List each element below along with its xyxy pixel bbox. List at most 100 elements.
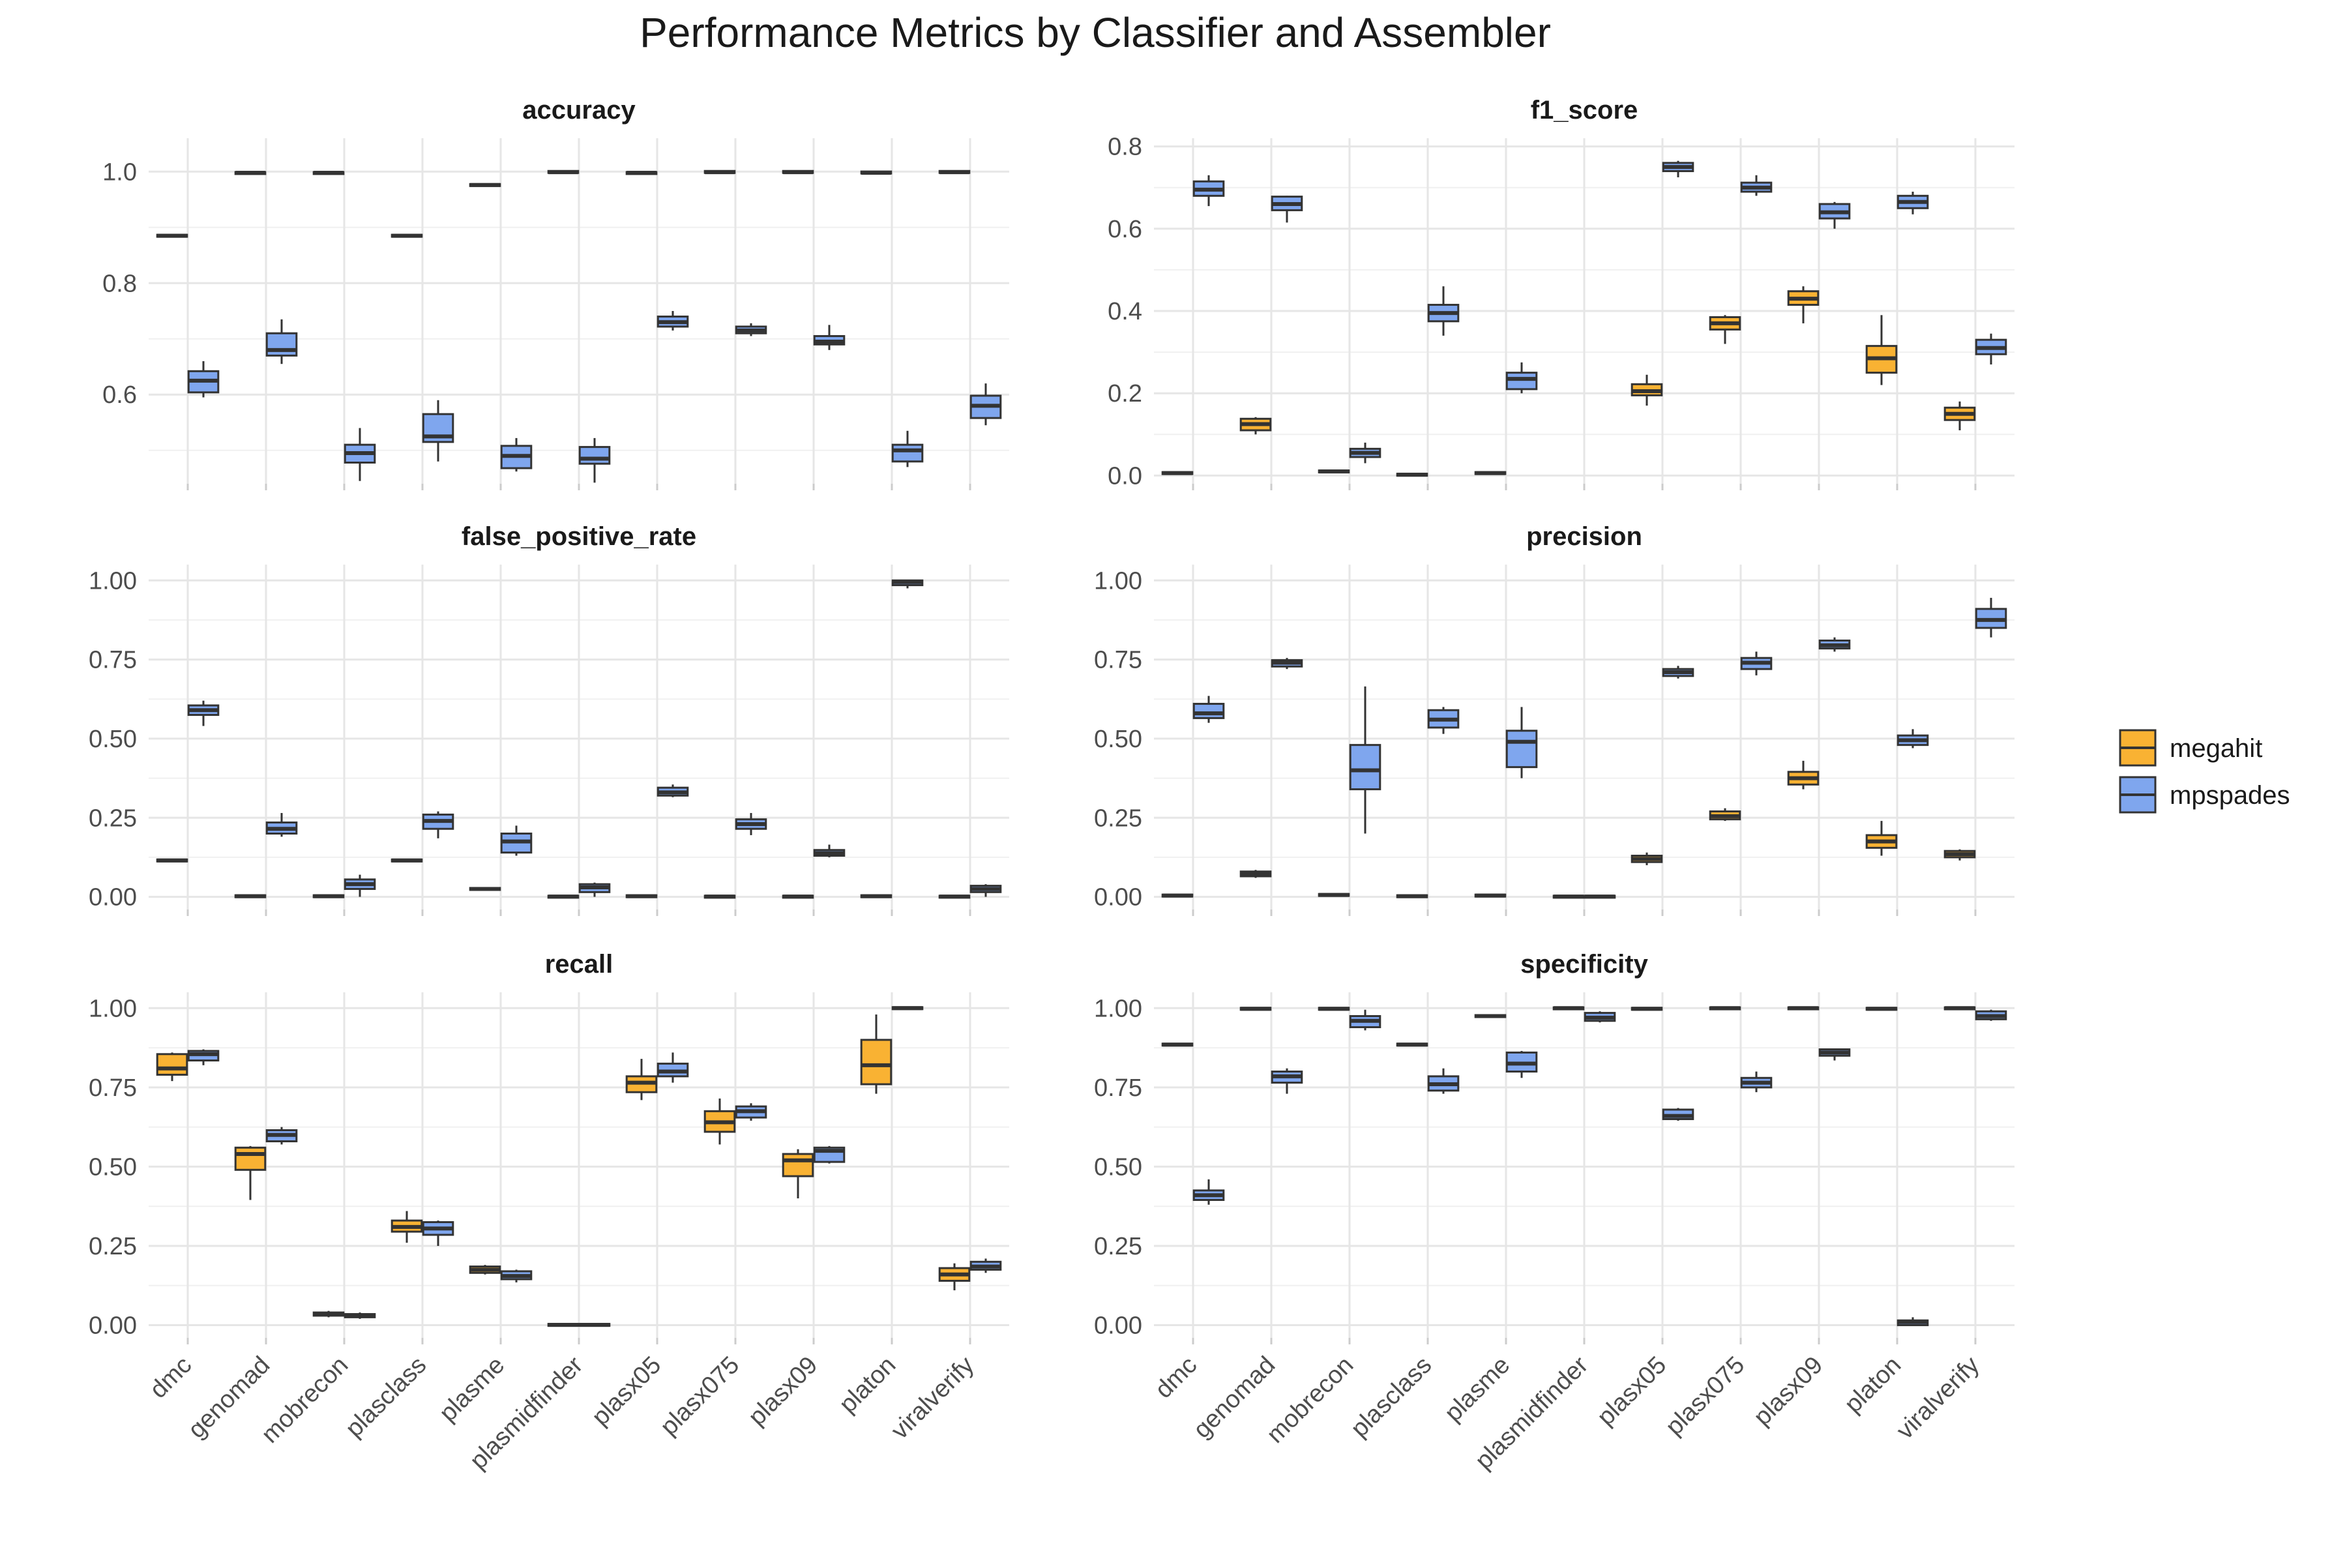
box-megahit-mobrecon	[1318, 469, 1350, 474]
box-megahit-genomad	[234, 894, 267, 898]
box-megahit-plasx075	[703, 1098, 736, 1145]
y-tick-label: 0.6	[1108, 216, 1142, 243]
box-mpspades-plasx075	[1740, 1071, 1773, 1093]
box-mpspades-plasx09	[1818, 1048, 1851, 1061]
box-megahit-dmc	[156, 1052, 188, 1082]
y-tick-label: 0.00	[89, 884, 137, 911]
box-mpspades-plasx075	[735, 323, 767, 336]
box-megahit-plasx075	[703, 895, 736, 899]
box-megahit-genomad	[1239, 870, 1272, 878]
box-mpspades-platon	[891, 430, 924, 467]
box-megahit-plasmidfinder	[1552, 895, 1585, 899]
box-mpspades-plasmidfinder	[1584, 1011, 1616, 1023]
box-mpspades-plasclass	[422, 1220, 454, 1246]
box-megahit-mobrecon	[312, 171, 345, 175]
box-iqr	[156, 1053, 188, 1076]
panel-precision: 0.00 0.25 0.50 0.75 1.00 precision	[1094, 522, 2015, 916]
box-mpspades-viralverify	[969, 383, 1002, 426]
box-mpspades-plasx075	[735, 812, 767, 835]
box-mpspades-platon	[1897, 1317, 1929, 1327]
box-megahit-plasme	[1474, 1014, 1507, 1018]
box-mpspades-plasmidfinder	[578, 437, 611, 483]
box-mpspades-genomad	[265, 319, 298, 364]
box-mpspades-plasx05	[1662, 1108, 1694, 1121]
box-mpspades-plasme	[1505, 707, 1538, 778]
box-megahit-plasme	[469, 1265, 501, 1275]
box-megahit-genomad	[1239, 1007, 1272, 1011]
box-mpspades-viralverify	[969, 884, 1002, 897]
y-tick-label: 1.00	[1094, 995, 1142, 1022]
box-megahit-plasclass	[1396, 894, 1428, 898]
box-mpspades-plasx075	[735, 1103, 767, 1121]
y-tick-label: 0.75	[1094, 1074, 1142, 1102]
box-mpspades-dmc	[1192, 175, 1225, 207]
y-tick-label: 0.8	[1108, 134, 1142, 161]
y-tick-label: 0.6	[102, 381, 137, 409]
box-megahit-plasme	[1474, 471, 1507, 475]
box-mpspades-plasx09	[1818, 637, 1851, 652]
box-mpspades-plasmidfinder	[1584, 895, 1616, 899]
box-megahit-mobrecon	[312, 894, 345, 898]
box-megahit-viralverify	[1943, 401, 1976, 430]
y-tick-label: 0.00	[1094, 884, 1142, 911]
box-megahit-plasmidfinder	[547, 170, 580, 175]
box-mpspades-viralverify	[969, 1258, 1002, 1273]
box-megahit-plasclass	[391, 858, 423, 863]
box-mpspades-plasmidfinder	[578, 1323, 611, 1327]
y-tick-label: 0.0	[1108, 462, 1142, 490]
box-megahit-plasme	[469, 183, 501, 187]
box-mpspades-plasx05	[657, 311, 689, 331]
panel-title: precision	[1526, 522, 1642, 551]
box-mpspades-genomad	[1271, 196, 1303, 223]
box-mpspades-plasx09	[813, 844, 846, 857]
y-tick-label: 1.00	[89, 567, 137, 595]
box-megahit-plasx09	[782, 170, 814, 175]
box-megahit-plasx09	[1787, 760, 1820, 790]
y-tick-label: 0.25	[89, 1233, 137, 1260]
box-megahit-plasx09	[1787, 1006, 1820, 1011]
y-tick-label: 0.25	[89, 805, 137, 832]
box-mpspades-viralverify	[1975, 333, 2007, 365]
box-iqr	[234, 1146, 267, 1171]
box-megahit-mobrecon	[1318, 1007, 1350, 1011]
box-mpspades-mobrecon	[344, 428, 376, 481]
legend-label: megahit	[2170, 734, 2262, 763]
box-mpspades-plasx05	[657, 784, 689, 797]
box-megahit-plasx075	[1709, 1006, 1741, 1011]
box-megahit-plasx075	[1709, 315, 1741, 344]
box-mpspades-plasx05	[657, 1052, 689, 1083]
box-mpspades-platon	[891, 579, 924, 589]
box-mpspades-plasclass	[1427, 707, 1460, 734]
panel-title: accuracy	[522, 96, 636, 125]
box-iqr	[891, 443, 924, 463]
box-megahit-plasme	[1474, 893, 1507, 898]
box-megahit-platon	[860, 1014, 893, 1094]
box-mpspades-dmc	[187, 361, 220, 398]
y-tick-label: 1.00	[89, 995, 137, 1022]
y-tick-label: 0.25	[1094, 1233, 1142, 1260]
box-mpspades-platon	[891, 1006, 924, 1011]
box-mpspades-genomad	[1271, 658, 1303, 670]
box-megahit-plasx05	[625, 171, 658, 175]
box-mpspades-plasclass	[1427, 1068, 1460, 1094]
box-mpspades-dmc	[1192, 696, 1225, 723]
box-iqr	[1349, 744, 1381, 791]
box-megahit-plasclass	[391, 233, 423, 238]
y-tick-label: 0.50	[89, 1153, 137, 1181]
box-iqr	[782, 1153, 814, 1177]
box-megahit-platon	[860, 170, 893, 175]
box-mpspades-mobrecon	[1349, 1009, 1381, 1031]
box-mpspades-mobrecon	[344, 874, 376, 897]
box-megahit-viralverify	[1943, 1006, 1976, 1011]
legend: megahit mpspades	[2119, 729, 2290, 814]
box-megahit-plasx05	[1631, 852, 1663, 866]
box-megahit-dmc	[1161, 893, 1194, 898]
legend-item-megahit: megahit	[2119, 729, 2262, 767]
box-megahit-viralverify	[938, 170, 971, 175]
box-megahit-genomad	[1239, 417, 1272, 435]
y-tick-label: 0.00	[1094, 1312, 1142, 1340]
box-mpspades-platon	[1897, 729, 1929, 748]
legend-label: mpspades	[2170, 781, 2290, 810]
box-megahit-dmc	[156, 858, 188, 863]
